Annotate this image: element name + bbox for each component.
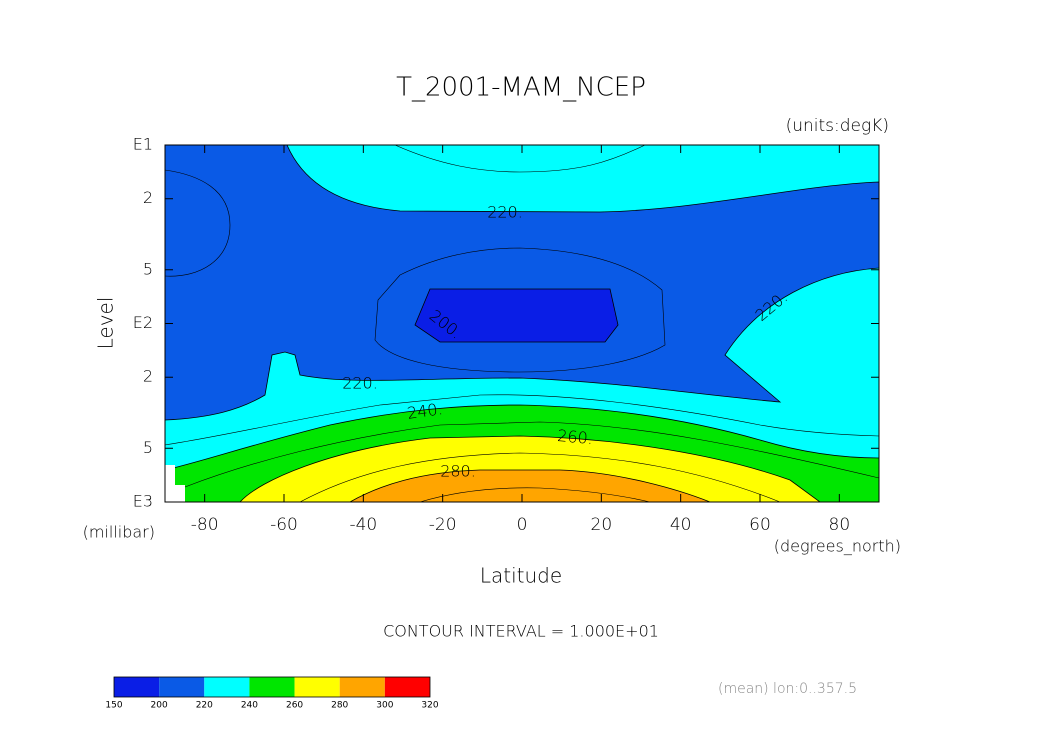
x-tick-label: 40: [670, 515, 692, 535]
x-units-label: (degrees_north): [774, 537, 901, 556]
chart-title: T_2001-MAM_NCEP: [396, 73, 646, 103]
filled-region: [165, 145, 879, 421]
colorbar-label: 260: [286, 701, 303, 711]
units-label: (units:degK): [786, 116, 889, 136]
colorbar-swatch: [294, 677, 340, 697]
y-units-label: (millibar): [83, 523, 155, 542]
note: (mean) lon:0..357.5: [718, 681, 857, 697]
colorbar-label: 150: [105, 701, 122, 711]
contour-label: 240.: [406, 399, 444, 423]
colorbar-swatch: [339, 677, 385, 697]
filled-region: [414, 288, 619, 343]
colorbar-label: 240: [241, 701, 258, 711]
colorbar-label: 200: [151, 701, 168, 711]
contour-label: 280.: [440, 462, 476, 481]
colorbar-swatch: [249, 677, 295, 697]
x-tick-label: -60: [270, 515, 298, 535]
x-tick-label: 20: [591, 515, 613, 535]
contour-label: 260.: [557, 426, 594, 448]
colorbar-swatch: [384, 677, 430, 697]
x-tick-label: -80: [191, 515, 219, 535]
y-tick-label: 2: [143, 188, 153, 207]
y-tick-label: E1: [133, 135, 153, 154]
x-tick-label: 60: [749, 515, 771, 535]
x-tick-label: 0: [517, 515, 528, 535]
colorbar-label: 300: [376, 701, 393, 711]
x-axis-label: Latitude: [480, 564, 562, 588]
contour-line: [374, 247, 666, 373]
colorbar-label: 220: [196, 701, 213, 711]
x-tick-label: -20: [429, 515, 457, 535]
contour-line: [165, 394, 879, 446]
contour-label: 220.: [342, 374, 378, 393]
x-tick-label: -40: [349, 515, 377, 535]
y-tick-label: E2: [133, 313, 153, 332]
colorbar-frame: [113, 676, 431, 698]
colorbar-label: 320: [421, 701, 438, 711]
contour-line: [394, 145, 646, 173]
filled-region: [349, 469, 711, 502]
contour-line: [165, 169, 231, 277]
y-tick-label: E3: [133, 492, 153, 511]
y-axis-label: Level: [94, 297, 118, 350]
contour-label: 220.: [487, 203, 523, 222]
filled-region: [239, 435, 821, 502]
plot-area: [165, 145, 879, 502]
y-tick-label: 2: [143, 367, 153, 386]
y-tick-label: 5: [143, 259, 153, 278]
colorbar-swatch: [159, 677, 205, 697]
footer: CONTOUR INTERVAL = 1.000E+01: [383, 622, 659, 641]
contour-line: [419, 487, 651, 502]
x-tick-label: 80: [829, 515, 851, 535]
contour-line: [184, 421, 879, 488]
missing-cell: [175, 485, 185, 502]
contour-line: [299, 452, 781, 502]
colorbar-label: 280: [331, 701, 348, 711]
colorbar-swatch: [114, 677, 160, 697]
colorbar-swatch: [204, 677, 250, 697]
missing-cell: [165, 465, 175, 502]
y-tick-label: 5: [143, 438, 153, 457]
